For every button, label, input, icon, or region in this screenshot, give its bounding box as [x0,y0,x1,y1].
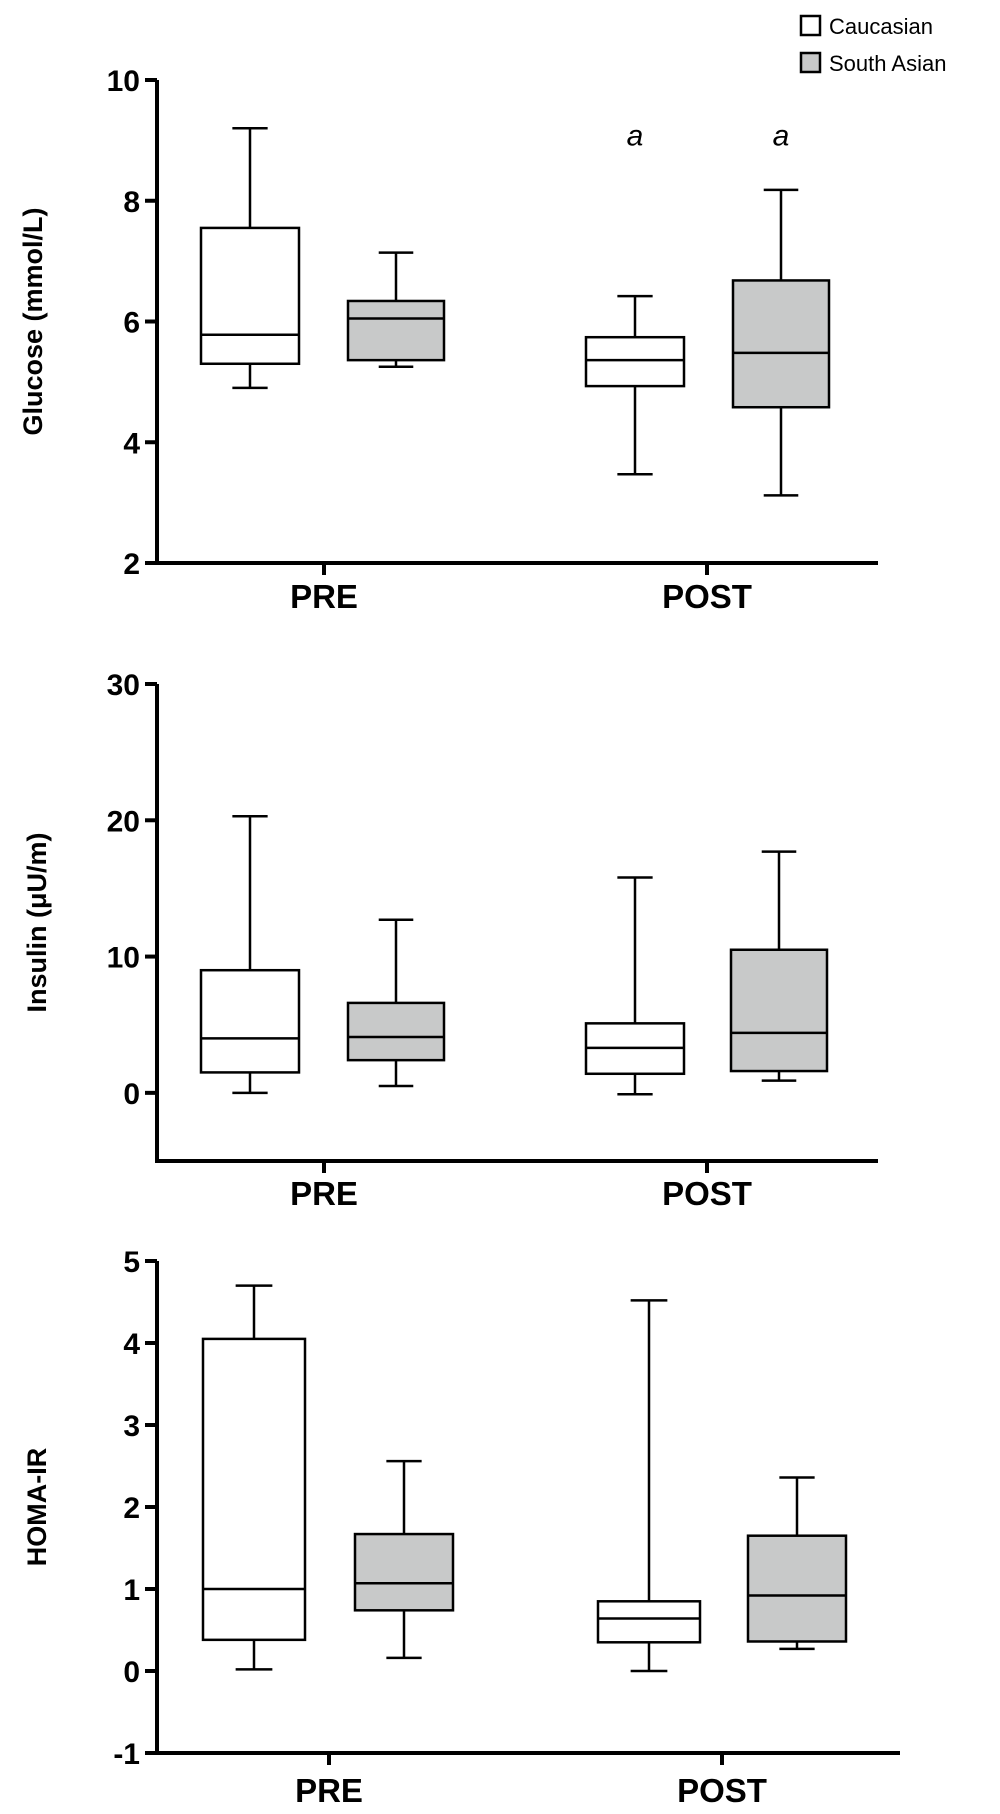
y-tick-label: 0 [123,1078,140,1111]
box-caucasian-pre [199,127,301,390]
iqr-box [596,1600,702,1644]
y-tick-label: 1 [123,1574,140,1607]
y-tick-label: 0 [123,1656,140,1689]
y-tick-label: 6 [123,307,140,340]
box-south-asian-pre [346,918,446,1088]
legend-label-south-asian: South Asian [829,51,946,76]
y-tick-label: 3 [123,1410,140,1443]
box-caucasian-pre [199,814,301,1095]
y-tick-label: 4 [123,427,140,460]
box-caucasian-post [596,1299,702,1673]
significance-annotation: a [773,119,790,152]
x-tick-label-pre: PRE [290,1175,358,1212]
y-axis-label: HOMA-IR [22,1448,52,1566]
y-tick-label: 2 [123,1492,140,1525]
iqr-box [731,279,831,409]
box-caucasian-pre [201,1284,307,1671]
x-tick-label-post: POST [677,1772,767,1809]
y-tick-label: -1 [113,1738,140,1771]
legend-swatch-caucasian [799,14,822,37]
box-south-asian-pre [346,251,446,369]
iqr-box [729,948,829,1073]
y-axis-label: Insulin (μU/m) [22,832,52,1012]
iqr-box [746,1534,848,1643]
iqr-box [584,335,686,388]
box-south-asian-post [731,188,831,497]
legend-swatch-south-asian [799,51,822,74]
legend-item-caucasian: Caucasian [799,14,933,39]
legend-label-caucasian: Caucasian [829,14,933,39]
y-tick-label: 4 [123,1328,140,1361]
y-tick-label: 10 [107,65,140,98]
y-tick-label: 30 [107,669,140,702]
iqr-box [201,1337,307,1642]
insulin-panel: 0 10 20 30 Insulin (μU/m) PRE POST [22,669,878,1212]
box-south-asian-post [729,850,829,1082]
x-tick-label-pre: PRE [295,1772,363,1809]
box-south-asian-post [746,1476,848,1651]
legend: Caucasian South Asian [799,14,946,76]
box-caucasian-post [584,876,686,1096]
y-tick-label: 20 [107,805,140,838]
iqr-box [199,968,301,1074]
iqr-box [353,1532,455,1612]
homa-ir-panel: -1 0 1 2 3 4 5 HOMA-IR PRE POST [22,1246,900,1809]
glucose-panel: 2 4 6 8 10 Glucose (mmol/L) PRE POST a a [18,65,878,615]
y-tick-label: 2 [123,548,140,581]
box-caucasian-post [584,294,686,476]
x-tick-label-pre: PRE [290,578,358,615]
y-axis-label: Glucose (mmol/L) [18,207,48,435]
x-tick-label-post: POST [662,1175,752,1212]
y-tick-label: 5 [123,1246,140,1279]
y-tick-label: 10 [107,942,140,975]
box-south-asian-pre [353,1459,455,1660]
iqr-box [199,226,301,366]
iqr-box [346,1001,446,1062]
y-tick-label: 8 [123,186,140,219]
significance-annotation: a [627,119,644,152]
x-tick-label-post: POST [662,578,752,615]
legend-item-south-asian: South Asian [799,51,946,76]
iqr-box [346,299,446,362]
